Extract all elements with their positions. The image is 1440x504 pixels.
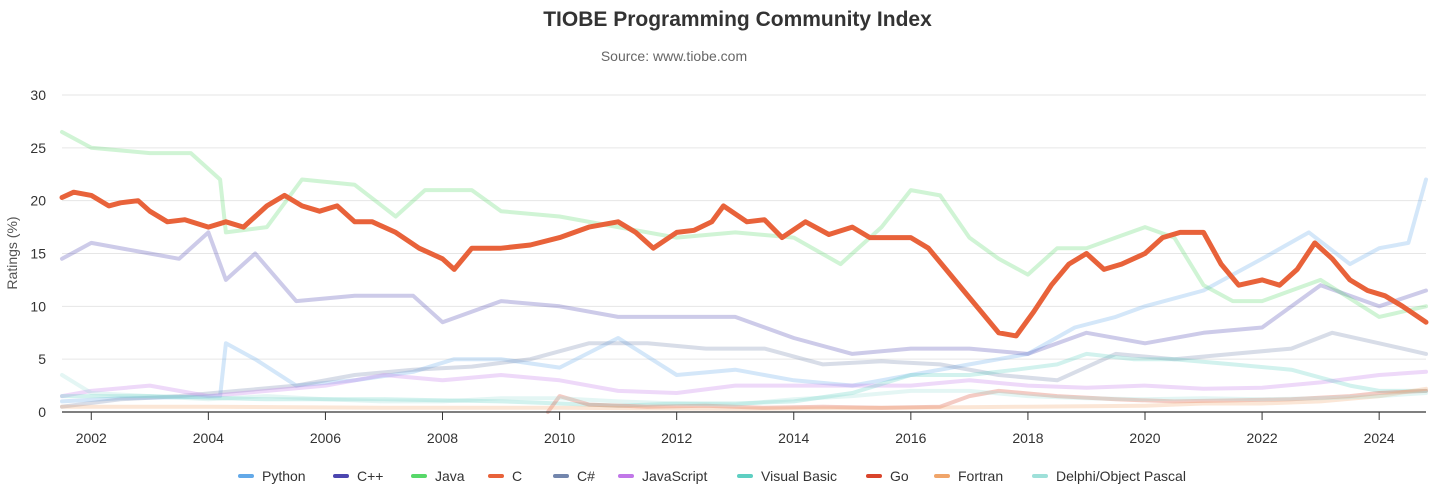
legend-swatch <box>1032 474 1048 478</box>
series-line-python <box>60 177 1428 404</box>
legend-item-javascript[interactable]: JavaScript <box>618 466 707 486</box>
legend-item-python[interactable]: Python <box>238 466 306 486</box>
y-axis-label: Ratings (%) <box>4 216 20 289</box>
chart-subtitle: Source: www.tiobe.com <box>600 48 748 64</box>
legend-label: C# <box>577 468 595 484</box>
legend-item-delphi-object-pascal[interactable]: Delphi/Object Pascal <box>1032 466 1186 486</box>
legend-label: Python <box>262 468 306 484</box>
legend-label: C++ <box>357 468 384 484</box>
legend-label: Java <box>435 468 465 484</box>
legend-item-fortran[interactable]: Fortran <box>934 466 1003 486</box>
legend-item-go[interactable]: Go <box>866 466 909 486</box>
legend-label: Delphi/Object Pascal <box>1056 468 1186 484</box>
series-line-c <box>60 330 1428 409</box>
legend-swatch <box>934 474 950 478</box>
legend-item-c[interactable]: C++ <box>333 466 383 486</box>
y-tick-label: 5 <box>38 351 46 367</box>
legend-item-c[interactable]: C <box>488 466 522 486</box>
legend-swatch <box>411 474 427 478</box>
series-line-c <box>60 230 1428 356</box>
x-tick-label: 2024 <box>1364 430 1395 446</box>
y-tick-label: 10 <box>30 298 46 314</box>
x-tick-label: 2002 <box>76 430 107 446</box>
x-tick-label: 2012 <box>661 430 692 446</box>
series-line-java <box>60 130 1428 319</box>
legend-swatch <box>333 474 349 478</box>
series-line-c <box>59 189 1429 339</box>
legend-label: JavaScript <box>642 468 708 484</box>
x-tick-label: 2022 <box>1247 430 1278 446</box>
y-tick-label: 30 <box>30 87 46 103</box>
y-tick-label: 25 <box>30 140 46 156</box>
chart-title: TIOBE Programming Community Index <box>543 8 932 31</box>
series-line-fortran <box>60 386 1428 411</box>
x-tick-label: 2006 <box>310 430 341 446</box>
series-line-visual-basic <box>60 351 1428 408</box>
y-tick-label: 20 <box>30 193 46 209</box>
x-tick-label: 2018 <box>1012 430 1043 446</box>
legend-label: Visual Basic <box>761 468 838 484</box>
legend-swatch <box>618 474 634 478</box>
legend-swatch <box>737 474 753 478</box>
x-tick-label: 2004 <box>193 430 224 446</box>
x-tick-label: 2008 <box>427 430 458 446</box>
series-line-go <box>545 388 1428 414</box>
legend-swatch <box>553 474 569 478</box>
x-tick-label: 2016 <box>895 430 926 446</box>
legend-item-java[interactable]: Java <box>411 466 465 486</box>
highlighted-series <box>59 189 1429 339</box>
series-lines <box>60 130 1428 414</box>
series-line-javascript <box>60 369 1428 399</box>
legend-swatch <box>238 474 254 478</box>
y-tick-label: 15 <box>30 246 46 262</box>
legend-label: Fortran <box>958 468 1004 484</box>
legend-item-c[interactable]: C# <box>553 466 595 486</box>
legend-label: C <box>512 468 523 484</box>
legend-label: Go <box>890 468 909 484</box>
y-tick-label: 0 <box>38 404 46 420</box>
legend-swatch <box>488 474 504 478</box>
x-tick-label: 2014 <box>778 430 809 446</box>
legend: Python C++ Java C C# JavaScript Visual Basic Go… <box>0 466 1440 486</box>
x-tick-label: 2020 <box>1129 430 1160 446</box>
legend-swatch <box>866 474 882 478</box>
series-line-delphi-object-pascal <box>60 373 1428 407</box>
axes: 0 5 10 15 20 25 30 2002 2004 2006 2008 2010 2012 2014… <box>30 87 1426 446</box>
x-tick-label: 2010 <box>544 430 575 446</box>
legend-item-visual-basic[interactable]: Visual Basic <box>737 466 837 486</box>
